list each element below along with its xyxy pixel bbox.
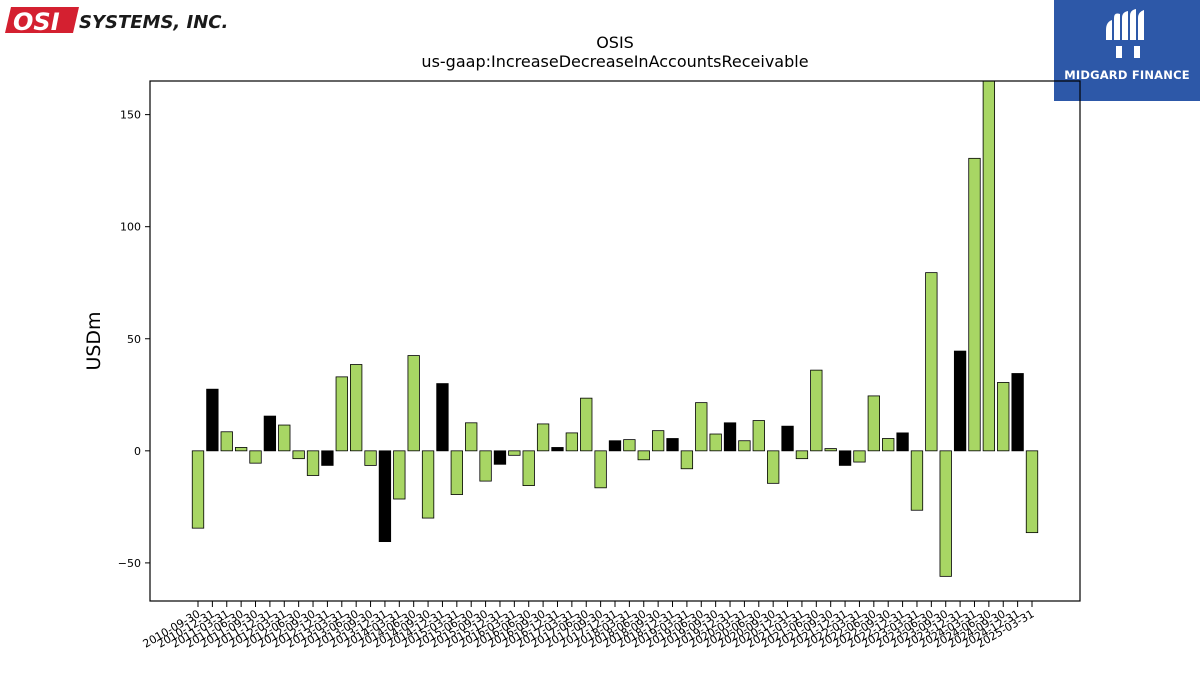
bar-2016-03-31 [508,450,521,456]
bar-2018-06-30 [637,450,650,461]
bar-2019-09-30 [709,433,722,452]
bar-2017-06-30 [580,397,593,452]
bar-2016-06-30 [522,450,535,486]
bar-2024-09-30 [997,382,1010,452]
bar-2013-09-30 [364,450,377,466]
bar-2014-06-30 [407,355,420,452]
bar-2015-09-30 [479,450,492,482]
y-axis-label: USDm [83,311,105,370]
bar-2015-06-30 [465,422,478,452]
bar-2023-12-31 [953,350,967,452]
bar-2020-03-31 [738,440,751,452]
y-tick-label: 150 [120,109,141,122]
bar-2021-03-31 [795,450,809,460]
osi-logo-badge [5,7,79,33]
bar-2013-03-31 [335,376,348,452]
osi-logo-mark: OSI [13,8,60,35]
bar-2017-03-31 [565,432,579,452]
bar-2024-06-30 [982,80,996,452]
bar-2023-03-31 [910,450,924,511]
bar-2021-09-30 [824,448,837,452]
bar-2020-09-30 [767,450,780,484]
bar-2019-06-30 [695,402,708,452]
bar-2025-03-31 [1025,450,1039,534]
bar-2013-12-31 [378,450,392,543]
bar-2011-06-30 [234,447,248,452]
bar-2024-12-31 [1011,373,1024,452]
brand-logo-mark-icon [1106,9,1144,58]
bar-2014-03-31 [393,450,406,500]
bar-2018-09-30 [651,430,665,452]
bar-2019-12-31 [723,422,737,452]
bar-2021-12-31 [838,450,852,466]
company-logo: OSI SYSTEMS, INC. [5,5,245,36]
bar-2020-06-30 [752,420,765,452]
bar-2016-12-31 [551,447,564,452]
bar-2012-06-30 [292,450,305,460]
chart-subtitle: us-gaap:IncreaseDecreaseInAccountsReceiv… [421,52,809,71]
bar-2023-06-30 [925,272,938,452]
bar-2017-12-31 [608,440,622,452]
bar-2011-09-30 [249,450,262,464]
company-logo-text: SYSTEMS, INC. [79,12,228,33]
brand-logo-text: MIDGARD FINANCE [1064,68,1190,82]
bar-2018-12-31 [666,438,679,452]
bar-2021-06-30 [810,369,823,452]
bar-2012-09-30 [306,450,320,476]
bar-2022-03-31 [853,450,866,463]
bar-2013-06-30 [350,364,363,452]
bar-2012-12-31 [321,450,334,466]
bar-2011-12-31 [263,415,277,452]
bar-2020-12-31 [781,425,794,452]
bar-2022-09-30 [882,438,895,452]
bar-2018-03-31 [623,439,636,452]
bar-2019-03-31 [680,450,694,470]
bars-group [191,80,1039,577]
bar-2022-12-31 [896,432,909,452]
bar-2011-03-31 [220,431,233,452]
bar-2016-09-30 [536,423,550,452]
bar-2024-03-31 [968,157,981,452]
bar-2017-09-30 [594,450,607,489]
y-tick-label: 100 [120,221,141,234]
bar-2015-12-31 [493,450,507,465]
y-tick-label: 50 [127,333,141,346]
x-axis: 2010-09-302010-12-312011-03-312011-06-30… [141,601,1037,651]
bar-2015-03-31 [450,450,463,495]
bar-2012-03-31 [278,424,291,452]
bar-2023-09-30 [939,450,952,577]
y-axis: −50 0 50 100 150 [118,109,150,570]
bar-2014-09-30 [421,450,435,519]
brand-logo: MIDGARD FINANCE [1054,0,1200,101]
bar-2022-06-30 [867,395,880,452]
chart-title: OSIS [596,33,634,52]
bar-2010-12-31 [206,388,219,452]
bar-2010-09-30 [191,450,205,529]
bar-2014-12-31 [436,383,449,452]
y-tick-label: 0 [134,445,141,458]
y-tick-label: −50 [118,557,141,570]
